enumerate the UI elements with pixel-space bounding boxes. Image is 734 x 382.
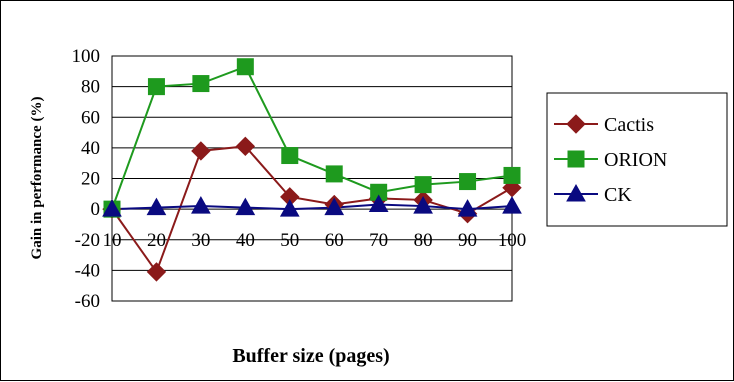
legend-marker-cactis <box>566 114 586 134</box>
data-point-orion <box>281 147 299 165</box>
data-point-cactis <box>191 141 211 161</box>
data-point-ck <box>413 196 433 214</box>
x-tick-label: 20 <box>147 230 166 251</box>
x-tick-label: 50 <box>280 230 299 251</box>
data-point-ck <box>279 199 300 217</box>
y-tick-label: 0 <box>91 199 101 220</box>
data-point-ck <box>324 197 345 216</box>
data-point-ck <box>191 196 211 214</box>
x-tick-label: 100 <box>498 230 527 251</box>
y-tick-label: -40 <box>75 260 100 281</box>
data-point-orion <box>236 58 254 76</box>
gridlines <box>112 55 512 302</box>
data-point-orion <box>459 173 477 191</box>
y-tick-label: 60 <box>81 107 100 128</box>
data-point-orion <box>325 165 343 183</box>
legend-label-cactis: Cactis <box>604 114 654 136</box>
data-point-ck <box>146 197 167 216</box>
data-point-orion <box>414 176 432 194</box>
x-tick-label: 80 <box>414 230 433 251</box>
data-point-orion <box>192 75 210 93</box>
series-line-ck <box>111 203 513 211</box>
legend-marker-ck <box>566 183 586 202</box>
x-tick-label: 40 <box>236 230 255 251</box>
series-line-orion <box>111 65 513 210</box>
y-axis-title: Gain in performance (%) <box>29 97 45 260</box>
data-point-ck <box>368 194 389 213</box>
series-lines <box>111 65 513 275</box>
y-tick-label: -60 <box>75 291 100 312</box>
data-point-ck <box>102 199 122 217</box>
data-point-cactis <box>235 136 256 157</box>
x-tick-labels: 10 20 30 40 50 60 70 80 90 100 <box>103 230 527 251</box>
x-tick-label: 90 <box>458 230 477 251</box>
x-tick-label: 60 <box>325 230 344 251</box>
x-axis-title: Buffer size (pages) <box>232 345 389 367</box>
y-tick-labels: -60 -40 -20 0 20 40 60 80 100 <box>72 46 101 312</box>
data-point-orion <box>503 166 521 184</box>
series-markers <box>102 58 522 282</box>
legend-marker-orion <box>567 150 585 168</box>
y-tick-label: -20 <box>75 230 100 251</box>
data-point-ck <box>457 199 478 217</box>
legend: Cactis ORION CK <box>546 92 728 227</box>
y-tick-label: 20 <box>81 169 100 190</box>
legend-label-orion: ORION <box>604 149 667 171</box>
x-tick-label: 70 <box>369 230 388 251</box>
y-tick-label: 80 <box>81 77 100 98</box>
data-point-orion <box>147 78 165 96</box>
data-point-cactis <box>146 262 167 282</box>
data-point-ck <box>235 197 256 216</box>
y-tick-label: 100 <box>72 46 101 67</box>
legend-label-ck: CK <box>604 184 632 206</box>
x-tick-label: 30 <box>191 230 210 251</box>
data-point-ck <box>502 196 522 214</box>
y-tick-label: 40 <box>81 138 100 159</box>
x-tick-label: 10 <box>103 230 122 251</box>
